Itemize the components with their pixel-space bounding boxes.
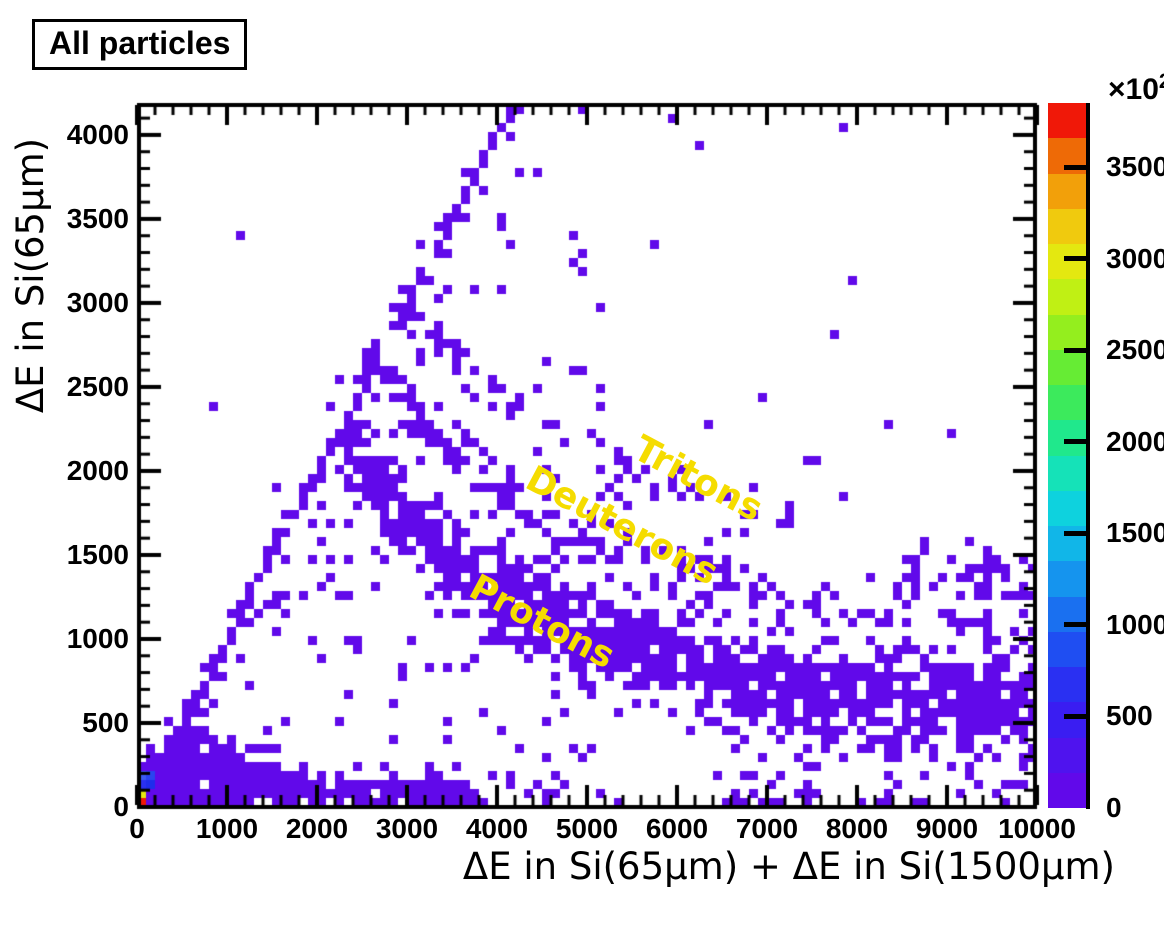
colorbar-tick-label: 3500 bbox=[1106, 151, 1164, 183]
colorbar-tick-label: 2000 bbox=[1106, 425, 1164, 457]
colorbar-band bbox=[1048, 702, 1090, 738]
y-tick-label: 4000 bbox=[66, 118, 129, 150]
y-tick-label: 500 bbox=[82, 706, 129, 738]
colorbar-band bbox=[1048, 103, 1090, 139]
y-tick-label: 2000 bbox=[66, 454, 129, 486]
colorbar-tick bbox=[1064, 530, 1090, 536]
colorbar-band bbox=[1048, 279, 1090, 315]
colorbar-band bbox=[1048, 737, 1090, 773]
x-axis-title: ΔE in Si(65μm) + ΔE in Si(1500μm) bbox=[462, 845, 1115, 888]
colorbar-tick bbox=[1064, 256, 1090, 262]
colorbar-tick-label: 1500 bbox=[1106, 517, 1164, 549]
colorbar-tick bbox=[1064, 439, 1090, 445]
histogram-title: All particles bbox=[49, 25, 231, 61]
x-tick-label: 6000 bbox=[645, 813, 709, 844]
color-scale-multiplier-base: ×10 bbox=[1108, 73, 1159, 106]
y-tick-label: 0 bbox=[113, 791, 129, 822]
colorbar-tick-label: 1000 bbox=[1106, 608, 1164, 640]
x-tick-label: 8000 bbox=[825, 813, 889, 844]
colorbar-band bbox=[1048, 631, 1090, 667]
colorbar-band bbox=[1048, 173, 1090, 209]
x-tick-label: 4000 bbox=[465, 813, 529, 844]
x-tick-label: 0 bbox=[129, 813, 145, 844]
colorbar-tick-label: 2500 bbox=[1106, 334, 1164, 366]
colorbar-band bbox=[1048, 349, 1090, 385]
x-tick-label: 5000 bbox=[555, 813, 619, 844]
color-scale-multiplier: ×102 bbox=[1108, 70, 1164, 107]
x-tick-label: 7000 bbox=[735, 813, 799, 844]
colorbar-tick-label: 500 bbox=[1106, 700, 1153, 732]
x-tick-label: 2000 bbox=[285, 813, 349, 844]
color-scale-axis-line bbox=[1086, 103, 1090, 809]
colorbar-tick bbox=[1064, 713, 1090, 719]
colorbar-band bbox=[1048, 208, 1090, 244]
y-tick-label: 3500 bbox=[66, 202, 129, 234]
colorbar-band bbox=[1048, 455, 1090, 491]
colorbar-band bbox=[1048, 244, 1090, 280]
color-scale bbox=[1048, 103, 1090, 808]
y-tick-label: 1000 bbox=[66, 622, 129, 654]
histogram-title-box: All particles bbox=[32, 19, 248, 70]
colorbar-band bbox=[1048, 667, 1090, 703]
colorbar-tick bbox=[1064, 347, 1090, 353]
colorbar-tick bbox=[1064, 164, 1090, 170]
y-tick-label: 3000 bbox=[66, 286, 129, 318]
colorbar-band bbox=[1048, 561, 1090, 597]
colorbar-tick-label: 3000 bbox=[1106, 242, 1164, 274]
colorbar-tick-label: 0 bbox=[1106, 792, 1122, 823]
x-tick-label: 3000 bbox=[375, 813, 439, 844]
colorbar-band bbox=[1048, 385, 1090, 421]
color-scale-multiplier-exponent: 2 bbox=[1159, 70, 1164, 93]
y-tick-label: 1500 bbox=[66, 538, 129, 570]
x-tick-label: 9000 bbox=[915, 813, 979, 844]
x-tick-label: 10000 bbox=[998, 813, 1076, 844]
colorbar-band bbox=[1048, 772, 1090, 808]
colorbar-band bbox=[1048, 314, 1090, 350]
y-tick-label: 2500 bbox=[66, 370, 129, 402]
colorbar-tick bbox=[1064, 622, 1090, 628]
x-tick-label: 1000 bbox=[195, 813, 259, 844]
colorbar-band bbox=[1048, 420, 1090, 456]
colorbar-band bbox=[1048, 490, 1090, 526]
